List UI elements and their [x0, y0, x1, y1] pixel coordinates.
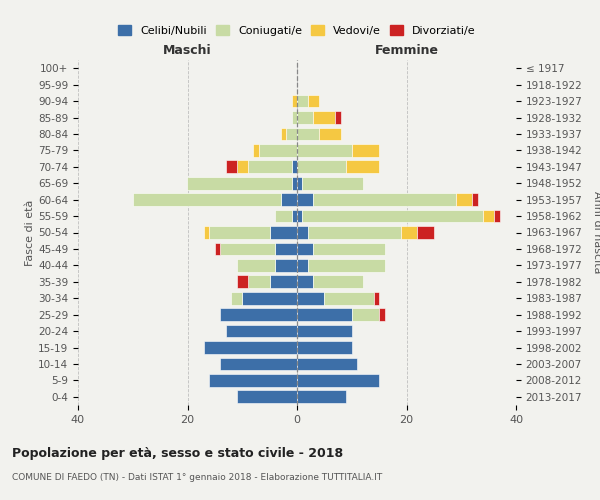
Bar: [226, 160, 237, 173]
Y-axis label: Fasce di età: Fasce di età: [25, 200, 35, 266]
Bar: [292, 210, 297, 222]
Bar: [297, 111, 313, 124]
Bar: [325, 292, 374, 304]
Bar: [297, 259, 308, 272]
Bar: [209, 226, 269, 239]
Bar: [308, 259, 385, 272]
Bar: [297, 160, 346, 173]
Bar: [269, 226, 297, 239]
Bar: [292, 160, 297, 173]
Bar: [401, 226, 418, 239]
Bar: [281, 128, 286, 140]
Bar: [237, 160, 248, 173]
Bar: [335, 111, 341, 124]
Text: Maschi: Maschi: [163, 44, 212, 57]
Bar: [297, 308, 352, 321]
Bar: [297, 193, 313, 206]
Bar: [313, 111, 335, 124]
Bar: [275, 242, 297, 256]
Bar: [297, 324, 352, 338]
Bar: [302, 210, 483, 222]
Bar: [313, 193, 456, 206]
Bar: [232, 292, 242, 304]
Bar: [472, 193, 478, 206]
Bar: [204, 226, 209, 239]
Bar: [286, 128, 297, 140]
Bar: [374, 292, 379, 304]
Bar: [253, 144, 259, 157]
Bar: [297, 242, 313, 256]
Bar: [297, 210, 302, 222]
Bar: [292, 94, 297, 108]
Bar: [292, 177, 297, 190]
Bar: [352, 144, 379, 157]
Bar: [297, 374, 379, 387]
Bar: [456, 193, 472, 206]
Bar: [209, 374, 297, 387]
Bar: [220, 308, 297, 321]
Bar: [292, 111, 297, 124]
Bar: [242, 292, 297, 304]
Bar: [220, 242, 275, 256]
Bar: [204, 341, 297, 354]
Bar: [281, 193, 297, 206]
Bar: [133, 193, 281, 206]
Bar: [220, 358, 297, 370]
Legend: Celibi/Nubili, Coniugati/e, Vedovi/e, Divorziati/e: Celibi/Nubili, Coniugati/e, Vedovi/e, Di…: [114, 20, 480, 40]
Bar: [483, 210, 494, 222]
Bar: [379, 308, 385, 321]
Bar: [302, 177, 363, 190]
Bar: [313, 276, 363, 288]
Bar: [297, 94, 308, 108]
Bar: [297, 226, 308, 239]
Bar: [275, 259, 297, 272]
Y-axis label: Anni di nascita: Anni di nascita: [592, 191, 600, 274]
Bar: [418, 226, 434, 239]
Bar: [494, 210, 500, 222]
Bar: [248, 276, 269, 288]
Text: Popolazione per età, sesso e stato civile - 2018: Popolazione per età, sesso e stato civil…: [12, 448, 343, 460]
Bar: [275, 210, 292, 222]
Bar: [308, 226, 401, 239]
Bar: [237, 259, 275, 272]
Bar: [297, 177, 302, 190]
Bar: [319, 128, 341, 140]
Bar: [352, 308, 379, 321]
Bar: [237, 276, 248, 288]
Text: COMUNE DI FAEDO (TN) - Dati ISTAT 1° gennaio 2018 - Elaborazione TUTTITALIA.IT: COMUNE DI FAEDO (TN) - Dati ISTAT 1° gen…: [12, 472, 382, 482]
Bar: [297, 144, 352, 157]
Bar: [297, 292, 325, 304]
Bar: [297, 128, 319, 140]
Bar: [259, 144, 297, 157]
Bar: [297, 358, 357, 370]
Bar: [237, 390, 297, 403]
Bar: [297, 341, 352, 354]
Bar: [297, 390, 346, 403]
Bar: [313, 242, 385, 256]
Bar: [346, 160, 379, 173]
Bar: [248, 160, 292, 173]
Bar: [187, 177, 292, 190]
Bar: [297, 276, 313, 288]
Bar: [226, 324, 297, 338]
Bar: [308, 94, 319, 108]
Text: Femmine: Femmine: [374, 44, 439, 57]
Bar: [269, 276, 297, 288]
Bar: [215, 242, 220, 256]
